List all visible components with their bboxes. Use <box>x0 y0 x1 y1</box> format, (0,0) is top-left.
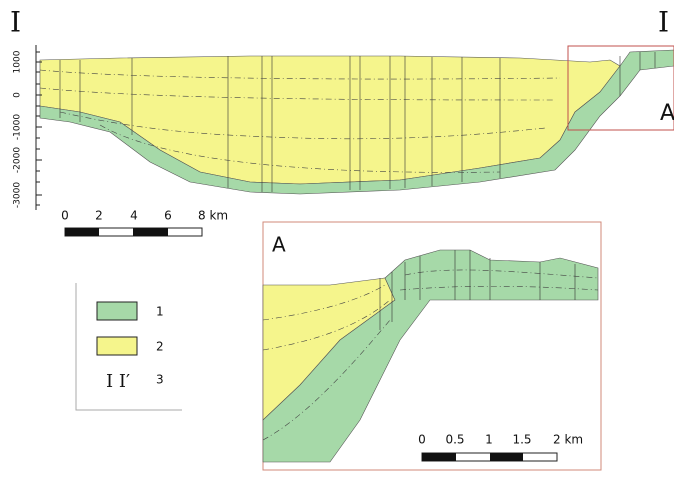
scale-label: 0 <box>418 433 426 447</box>
scale-label: 6 <box>164 209 172 223</box>
inset: A 0 0.5 1 1.5 2 km <box>263 222 601 470</box>
figure: A I I 1000 0 -1000 -2000 -3000 0 2 4 6 8… <box>0 0 674 477</box>
legend-label: 1 <box>156 305 164 319</box>
scale-label: 1 <box>485 433 493 447</box>
end-label: I <box>658 6 669 39</box>
cross-section: A <box>40 46 674 194</box>
legend-label: 2 <box>156 340 164 354</box>
legend-symbol: I I′ <box>106 371 130 392</box>
start-label: I <box>10 6 21 39</box>
scale-label: 4 <box>130 209 138 223</box>
scale-label: 2 km <box>553 433 583 447</box>
scale-label: 0.5 <box>445 433 464 447</box>
scale-label: 1.5 <box>512 433 531 447</box>
scale-label: 2 <box>95 209 103 223</box>
depth-tick: -3000 <box>13 182 23 208</box>
depth-tick: 1000 <box>13 50 23 73</box>
legend-label: 3 <box>156 373 164 387</box>
depth-tick: -1000 <box>13 114 23 140</box>
depth-axis: 1000 0 -1000 -2000 -3000 <box>13 45 43 210</box>
inset-label: A <box>272 233 286 257</box>
inset-marker: A <box>660 101 674 126</box>
scale-label: 8 km <box>198 209 228 223</box>
scale-bar: 0 2 4 6 8 km <box>61 209 228 237</box>
scale-label: 0 <box>61 209 69 223</box>
depth-tick: 0 <box>13 92 23 98</box>
legend: 1 2 I I′ 3 <box>76 283 182 410</box>
depth-tick: -2000 <box>13 147 23 173</box>
